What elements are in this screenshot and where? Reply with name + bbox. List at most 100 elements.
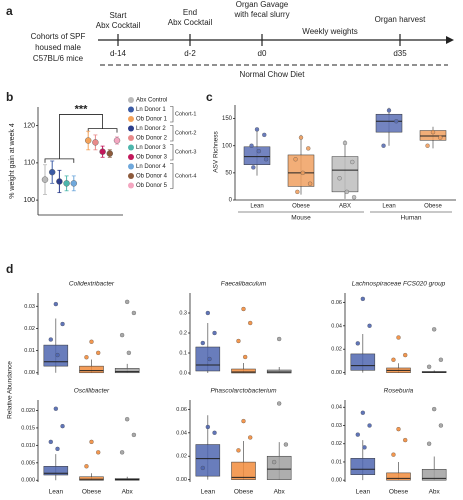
significance-label: *** (75, 103, 89, 115)
data-point (306, 146, 311, 151)
data-point (48, 439, 53, 445)
panel-label: a (6, 4, 13, 18)
data-point (48, 337, 53, 342)
box (195, 444, 221, 477)
data-point (119, 450, 125, 455)
legend-label: Ln Donor 1 (136, 107, 166, 113)
legend-marker (128, 163, 134, 170)
data-point (426, 441, 432, 446)
x-tick-label: Lean (250, 204, 263, 210)
box (231, 461, 256, 480)
data-point (241, 418, 246, 424)
event-day: d35 (393, 49, 407, 58)
box (243, 146, 271, 165)
x-tick-label: Obese (234, 489, 254, 496)
data-point (248, 435, 253, 440)
cohort-bracket (170, 163, 174, 189)
cohort-bracket (170, 106, 174, 123)
panel-label: b (6, 90, 13, 104)
y-tick-label: 100 (23, 197, 35, 204)
data-point (307, 181, 313, 186)
box (421, 468, 447, 481)
y-tick-label: 0.04 (176, 430, 187, 436)
data-point (293, 157, 298, 162)
subplot-title: Faecalibaculum (221, 281, 267, 288)
data-point (396, 427, 401, 432)
data-point (256, 148, 261, 154)
cohort-text: C57BL/6 mice (33, 54, 84, 63)
y-tick-label: 0.005 (21, 460, 35, 466)
data-point (212, 430, 217, 435)
legend-marker (128, 135, 134, 141)
event-text: Organ harvest (375, 15, 426, 24)
subplot-title: Colidextribacter (69, 281, 115, 288)
x-tick-label: Obese (389, 489, 409, 496)
y-tick-label: 150 (222, 116, 233, 122)
x-tick-label: Lean (49, 489, 64, 496)
dot (84, 137, 92, 144)
dot (92, 139, 99, 146)
y-tick-label: 0.015 (21, 425, 35, 431)
cohort-label: Cohort-1 (175, 112, 196, 118)
y-tick-label: 0.01 (24, 348, 35, 354)
y-tick-label: 100 (222, 143, 233, 149)
y-tick-label: 0.02 (24, 326, 35, 332)
data-point (360, 296, 365, 302)
data-point (53, 406, 58, 411)
event-text: with fecal slurry (233, 10, 289, 19)
subplot-title: Phascolarctobacterium (210, 388, 277, 395)
significance-bracket (44, 114, 118, 163)
data-point (351, 195, 357, 200)
legend-label: Ob Donor 5 (136, 183, 168, 189)
data-point (381, 143, 386, 148)
data-point (263, 157, 269, 162)
box (114, 368, 140, 374)
data-point (438, 423, 444, 428)
data-point (55, 352, 60, 358)
weekly-text: Weekly weights (302, 27, 357, 36)
x-tick-label: Abx (274, 489, 286, 496)
data-point (403, 352, 408, 358)
subplot-title: Lachnospiraceae FCS020 group (352, 281, 446, 288)
data-point (251, 165, 256, 170)
event-day: d-2 (184, 49, 196, 58)
data-point (207, 356, 212, 362)
x-tick-label: Obese (82, 489, 102, 496)
data-point (89, 339, 94, 344)
data-point (200, 465, 205, 471)
data-point (60, 424, 65, 429)
x-tick-label: Abx (429, 489, 441, 496)
legend-label: Ln Donor 3 (136, 145, 166, 151)
data-point (248, 320, 253, 326)
data-point (355, 432, 360, 437)
box (79, 476, 104, 481)
legend-marker (128, 154, 134, 160)
data-point (84, 464, 89, 469)
legend-marker (128, 144, 134, 151)
y-axis-label: ASV Richness (213, 130, 220, 172)
data-point (126, 350, 131, 355)
y-axis-label: % weight gain at week 4 (9, 123, 16, 199)
y-tick-label: 0.04 (331, 323, 342, 329)
y-tick-label: 0.00 (176, 477, 187, 483)
legend-marker (128, 116, 134, 122)
y-tick-label: 0.02 (176, 454, 187, 460)
data-point (360, 410, 365, 415)
cohort-label: Cohort-2 (175, 131, 196, 137)
box (386, 472, 411, 481)
event-text: Start (110, 11, 128, 20)
data-point (55, 446, 60, 452)
subplot-title: Roseburia (384, 388, 414, 395)
data-point (337, 176, 342, 181)
data-point (432, 406, 437, 412)
data-point (119, 332, 125, 338)
y-tick-label: 0.000 (21, 478, 35, 484)
box (266, 455, 292, 480)
box (79, 365, 104, 374)
cohort-label: Cohort-3 (175, 150, 196, 156)
data-point (53, 301, 58, 307)
data-point (350, 159, 355, 165)
dot (41, 176, 49, 183)
y-tick-label: 0.04 (331, 405, 342, 411)
